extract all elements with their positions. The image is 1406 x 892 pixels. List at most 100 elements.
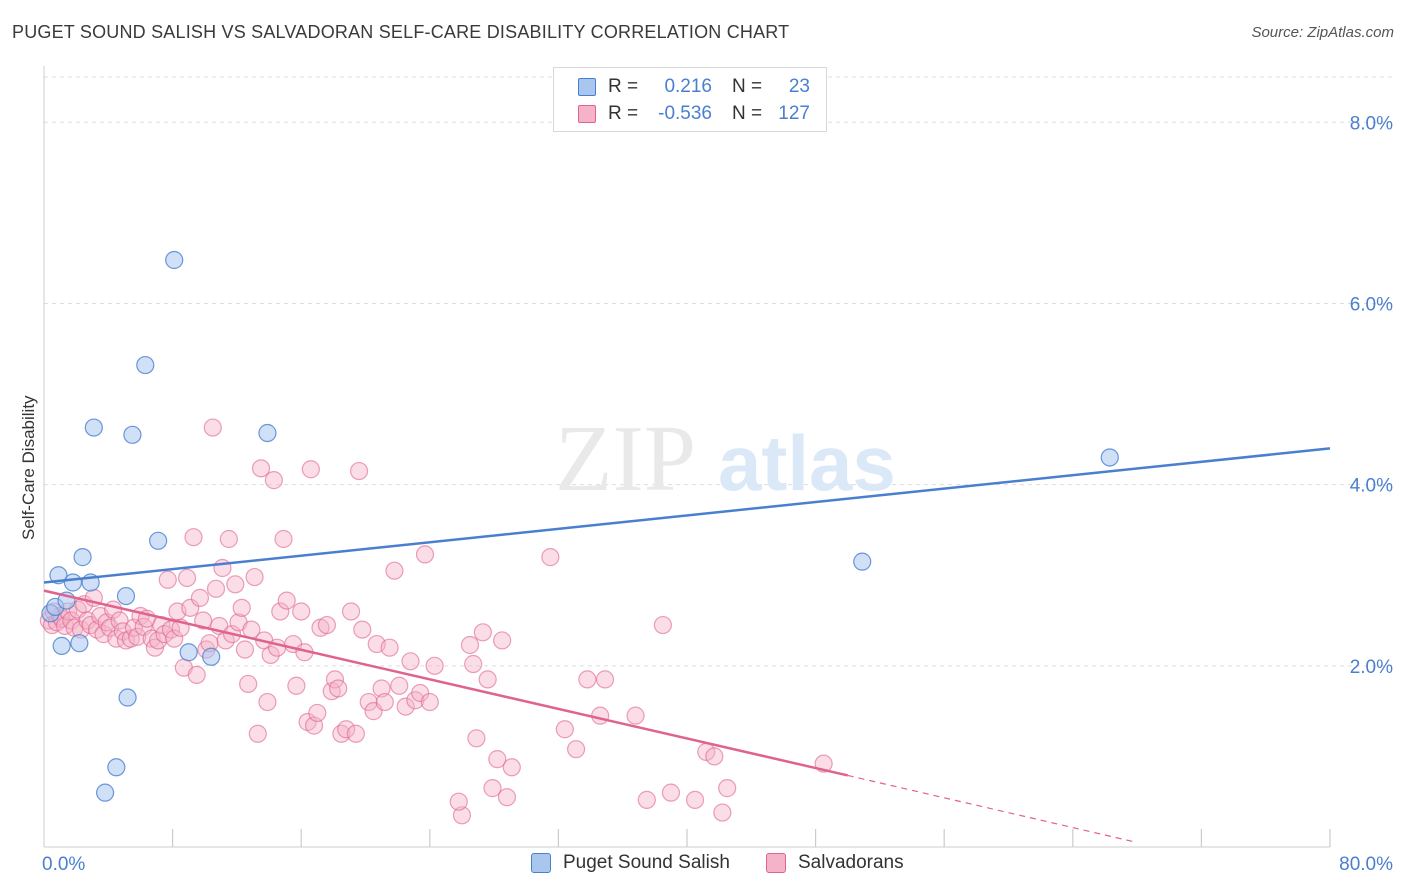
legend-row-salish: R = 0.216 N = 23: [578, 74, 810, 100]
watermark-zip: ZIP: [555, 407, 696, 511]
correlation-legend: R = 0.216 N = 23 R = -0.536 N = 127: [553, 67, 827, 132]
salvadorans-point: [425, 656, 444, 675]
bottom-legend-label: Salvadorans: [798, 852, 904, 873]
salvadorans-point: [637, 790, 656, 809]
bottom-legend-swatch-blue: [531, 853, 551, 873]
salvadorans-point: [219, 529, 238, 549]
salvadorans-point: [287, 676, 306, 695]
salvadorans-point: [239, 674, 258, 694]
puget-sound-salish-point: [165, 250, 184, 270]
salvadorans-point: [245, 567, 264, 587]
salvadorans-trend-extension: [847, 774, 1138, 844]
legend-swatch-blue: [578, 78, 596, 96]
puget-sound-salish-point: [179, 643, 198, 662]
salvadorans-point: [235, 640, 255, 659]
salvadorans-point: [401, 652, 420, 671]
salvadorans-point: [121, 629, 140, 648]
puget-sound-salish-point: [149, 531, 168, 550]
puget-sound-salish-point: [52, 636, 71, 655]
salvadorans-point: [595, 670, 615, 689]
legend-r-label: R =: [608, 103, 639, 124]
salvadorans-point: [415, 545, 435, 564]
salvadorans-point: [110, 611, 129, 630]
salvadorans-point: [685, 790, 705, 809]
x-tick-label: 80.0%: [1339, 854, 1393, 875]
y-tick-label: 2.0%: [1350, 657, 1393, 678]
salvadorans-point: [390, 676, 409, 695]
salvadorans-point: [177, 568, 197, 588]
salvadorans-point: [478, 670, 497, 689]
salvadorans-point: [353, 620, 372, 639]
legend-n-label: N =: [732, 103, 763, 124]
chart-title: PUGET SOUND SALISH VS SALVADORAN SELF-CA…: [12, 22, 790, 42]
bottom-legend-salvadorans: Salvadorans: [766, 852, 904, 874]
puget-sound-salish-point: [63, 573, 83, 592]
salvadorans-trend-line: [43, 589, 849, 777]
salvadorans-point: [329, 679, 348, 698]
legend-r-value: -0.536: [658, 103, 712, 124]
salvadorans-point: [264, 471, 283, 490]
salvadorans-point: [464, 654, 483, 674]
salvadorans-point: [308, 703, 327, 723]
salvadorans-points: [39, 418, 833, 825]
salvadorans-point: [165, 629, 184, 648]
salvadorans-point: [372, 679, 391, 698]
y-tick-label: 8.0%: [1350, 113, 1393, 134]
puget-sound-salish-point: [1100, 448, 1119, 467]
legend-r-label: R =: [608, 76, 639, 97]
salvadorans-point: [375, 692, 394, 712]
salvadorans-point: [203, 418, 222, 437]
legend-n-label: N =: [732, 76, 763, 97]
bottom-legend-swatch-pink: [766, 853, 786, 873]
legend-n-value: 127: [778, 103, 810, 124]
salvadorans-point: [341, 602, 361, 621]
salvadorans-point: [578, 670, 597, 689]
puget-sound-salish-point: [84, 418, 103, 437]
legend-r-value: 0.216: [664, 76, 712, 97]
salvadorans-point: [359, 692, 378, 712]
salvadorans-point: [541, 548, 560, 567]
salvadorans-point: [452, 806, 472, 825]
salvadorans-point: [713, 803, 732, 822]
salvadorans-point: [128, 627, 147, 646]
salvadorans-point: [292, 602, 311, 621]
salvadorans-point: [488, 750, 507, 769]
salvadorans-point: [493, 631, 512, 650]
puget-sound-salish-point: [853, 552, 872, 571]
salvadorans-point: [194, 611, 213, 630]
puget-sound-salish-point: [202, 647, 221, 666]
salvadorans-point: [251, 459, 271, 478]
puget-sound-salish-point: [136, 355, 155, 375]
puget-sound-salish-point: [73, 548, 92, 567]
salvadorans-point: [626, 706, 645, 725]
salvadorans-point: [591, 706, 610, 725]
salvadorans-point: [271, 602, 290, 621]
salvadorans-point: [184, 528, 203, 547]
salvadorans-point: [337, 720, 356, 739]
salvadorans-point: [274, 529, 293, 549]
puget-sound-salish-point: [107, 758, 126, 777]
salish-trend-line: [43, 447, 1331, 584]
salvadorans-point: [232, 598, 251, 617]
salvadorans-point: [653, 615, 672, 635]
salvadorans-point: [497, 788, 517, 807]
puget-sound-salish-point: [118, 688, 137, 707]
salvadorans-point: [346, 724, 365, 743]
salvadorans-point: [248, 724, 267, 743]
bottom-legend-salish: Puget Sound Salish: [531, 852, 730, 874]
salvadorans-point: [473, 623, 492, 642]
puget-sound-salish-point: [95, 783, 115, 802]
salvadorans-point: [718, 779, 737, 798]
puget-sound-salish-points: [41, 250, 1119, 802]
y-tick-label: 4.0%: [1350, 476, 1393, 497]
salvadorans-point: [411, 683, 430, 703]
salvadorans-point: [449, 792, 468, 811]
salvadorans-point: [226, 575, 245, 594]
salvadorans-point: [420, 692, 439, 712]
salvadorans-point: [277, 591, 296, 610]
axes: [43, 66, 1331, 848]
puget-sound-salish-point: [123, 425, 142, 444]
legend-n-value: 23: [788, 76, 810, 97]
salvadorans-point: [460, 635, 480, 655]
